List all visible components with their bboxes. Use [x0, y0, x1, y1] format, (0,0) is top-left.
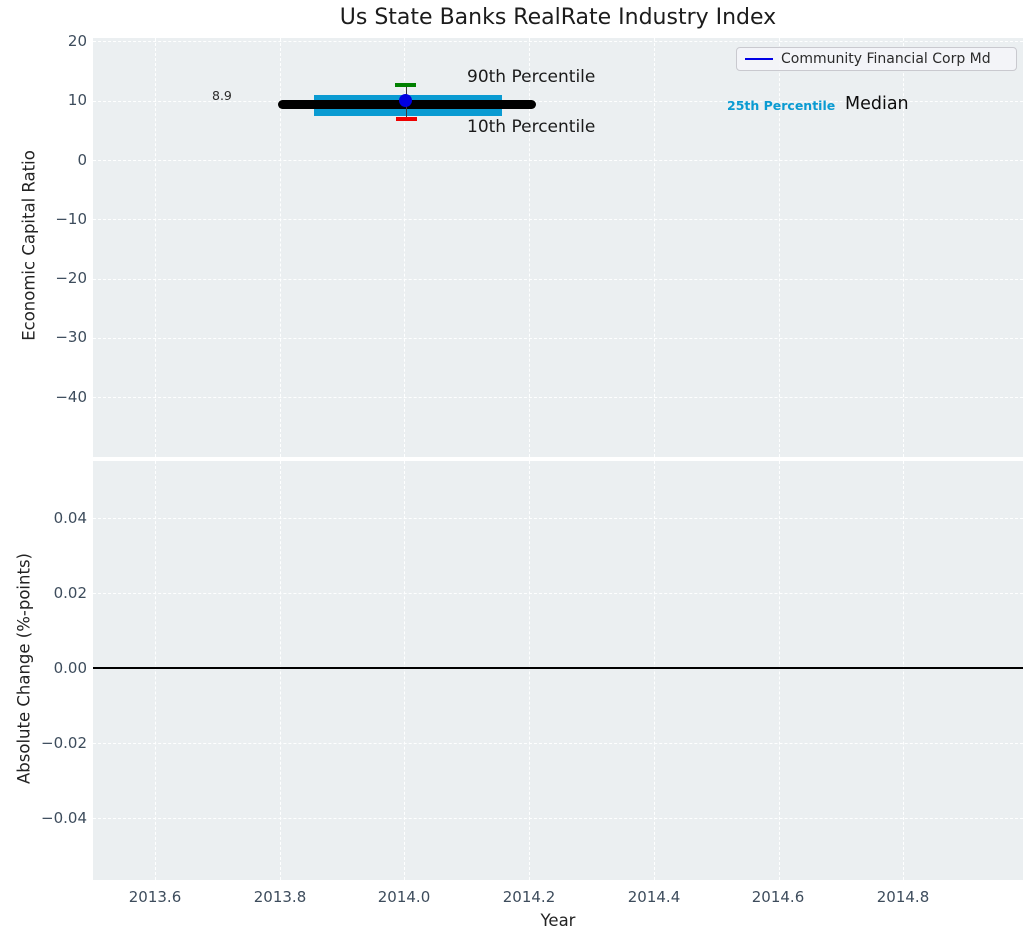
p10-tick-marker — [396, 117, 417, 121]
gridline — [93, 41, 1023, 42]
gridline — [93, 219, 1023, 220]
bottom-plot-area — [93, 461, 1023, 880]
y-tick-label: −30 — [55, 328, 87, 346]
gridline — [93, 743, 1023, 744]
p90-tick-marker — [395, 83, 416, 87]
company-point-marker — [399, 94, 412, 107]
annotation-25th-percentile: 25th Percentile — [727, 98, 836, 113]
legend-label: Community Financial Corp Md — [781, 51, 991, 67]
gridline — [93, 101, 1023, 102]
x-tick-label: 2014.6 — [751, 888, 805, 906]
y-tick-label: 0.02 — [53, 584, 87, 602]
y-tick-label: 10 — [67, 91, 87, 109]
gridline — [280, 461, 281, 880]
gridline — [903, 461, 904, 880]
zero-reference-line — [93, 667, 1023, 670]
gridline — [93, 818, 1023, 819]
gridline — [404, 38, 405, 457]
y-tick-label: −10 — [55, 210, 87, 228]
gridline — [404, 461, 405, 880]
gridline — [529, 38, 530, 457]
gridline — [93, 338, 1023, 339]
gridline — [93, 279, 1023, 280]
annotation-median-label: Median — [845, 94, 909, 114]
y-tick-label: −0.02 — [41, 734, 87, 752]
y-tick-label: 0 — [77, 151, 87, 169]
gridline — [93, 397, 1023, 398]
y-tick-label: 0.00 — [53, 659, 87, 677]
y-tick-label: 20 — [67, 32, 87, 50]
top-plot-area: 90th Percentile 10th Percentile 8.9 25th… — [93, 38, 1023, 457]
x-tick-label: 2014.0 — [377, 888, 431, 906]
x-tick-label: 2014.2 — [502, 888, 556, 906]
gridline — [93, 160, 1023, 161]
x-axis-label: Year — [540, 911, 576, 930]
chart-title: Us State Banks RealRate Industry Index — [339, 5, 777, 30]
legend-line-swatch — [745, 57, 773, 61]
gridline — [280, 38, 281, 457]
annotation-10th-percentile: 10th Percentile — [467, 117, 596, 137]
gridline — [155, 38, 156, 457]
gridline — [779, 38, 780, 457]
x-tick-label: 2013.6 — [128, 888, 182, 906]
y-axis-label-top: Economic Capital Ratio — [19, 150, 39, 341]
y-tick-label: −0.04 — [41, 809, 87, 827]
gridline — [903, 38, 904, 457]
x-tick-label: 2014.4 — [627, 888, 681, 906]
x-tick-label: 2013.8 — [253, 888, 307, 906]
legend: Community Financial Corp Md — [736, 47, 1017, 71]
x-tick-label: 2014.8 — [876, 888, 930, 906]
y-tick-label: −20 — [55, 269, 87, 287]
annotation-median-value: 8.9 — [212, 88, 232, 103]
annotation-90th-percentile: 90th Percentile — [467, 67, 596, 87]
gridline — [529, 461, 530, 880]
gridline — [654, 38, 655, 457]
gridline — [654, 461, 655, 880]
gridline — [155, 461, 156, 880]
y-tick-label: 0.04 — [53, 509, 87, 527]
gridline — [93, 593, 1023, 594]
y-tick-label: −40 — [55, 388, 87, 406]
gridline — [93, 518, 1023, 519]
y-axis-label-bottom: Absolute Change (%-points) — [14, 553, 34, 784]
gridline — [779, 461, 780, 880]
